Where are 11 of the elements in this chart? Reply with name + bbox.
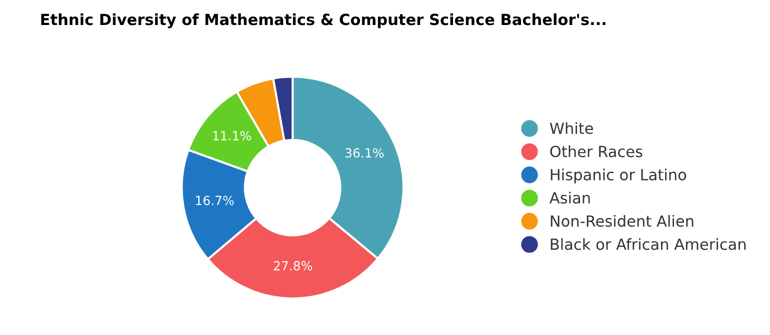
data-label: 11.1% <box>213 130 251 140</box>
chart-title: Ethnic Diversity of Mathematics & Computer Science Bachelor's... <box>41 13 606 28</box>
legend-label: Black or African American <box>550 238 746 250</box>
legend-label: Other Races <box>550 145 642 158</box>
legend-label: White <box>550 122 593 134</box>
data-label: 27.8% <box>274 261 312 271</box>
data-label: 16.7% <box>196 196 234 206</box>
legend-label: Non-Resident Alien <box>550 214 694 227</box>
legend-label: Hispanic or Latino <box>550 168 686 184</box>
legend-label: Asian <box>550 192 590 204</box>
data-label: 36.1% <box>346 148 384 158</box>
